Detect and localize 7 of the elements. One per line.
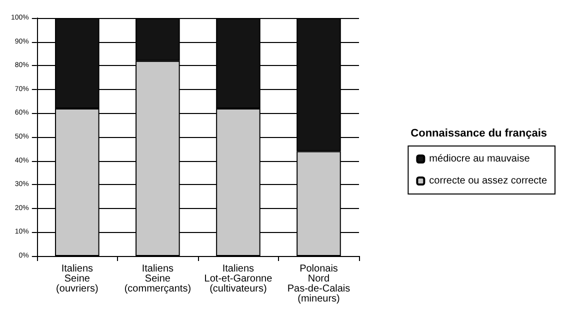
x-tick-label: Italiens Seine (ouvriers) [56, 264, 98, 294]
legend-title: Connaissance du français [410, 128, 548, 140]
x-tick-label: Italiens Lot-et-Garonne (cultivateurs) [204, 264, 273, 294]
legend-label: médiocre au mauvaise [429, 154, 530, 164]
legend-label: correcte ou assez correcte [429, 176, 548, 186]
x-tick-label: Polonais Nord Pas-de-Calais (mineurs) [287, 264, 350, 304]
x-tick-label: Italiens Seine (commerçants) [124, 264, 192, 294]
